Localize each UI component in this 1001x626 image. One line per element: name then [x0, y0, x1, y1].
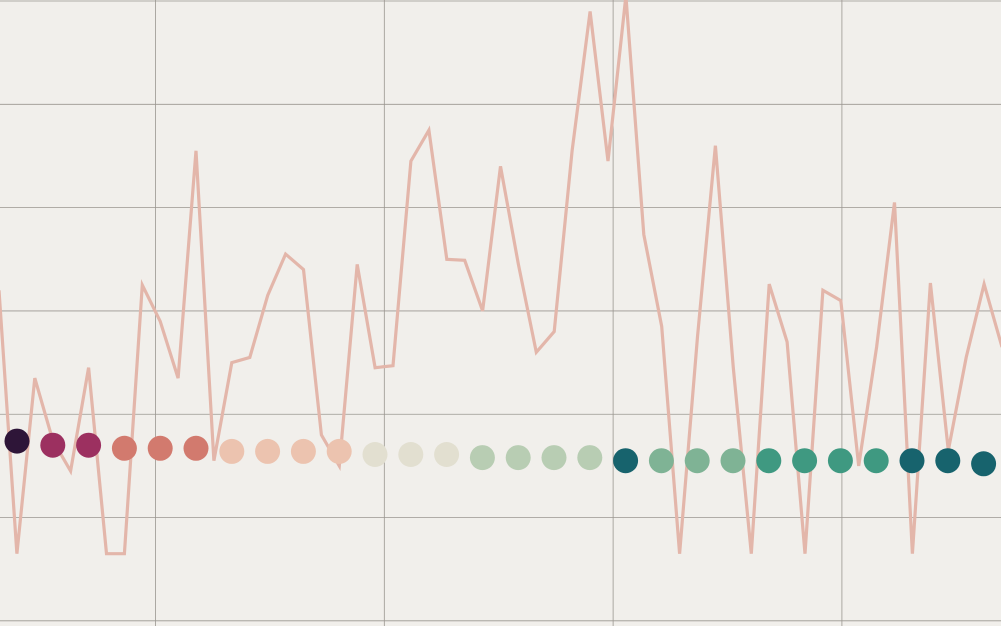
scatter-point: [76, 432, 102, 458]
scatter-point: [971, 451, 997, 477]
scatter-point: [147, 435, 173, 461]
scatter-series: [4, 428, 997, 477]
scatter-point: [899, 448, 925, 474]
scatter-point: [613, 448, 639, 474]
scatter-point: [792, 448, 818, 474]
scatter-point: [4, 428, 30, 454]
scatter-point: [219, 438, 245, 464]
scatter-point: [863, 448, 889, 474]
scatter-point: [648, 448, 674, 474]
scatter-point: [362, 442, 388, 467]
scatter-point: [290, 438, 316, 464]
scatter-point: [434, 442, 460, 467]
line-series: [0, 0, 1001, 556]
scatter-point: [684, 448, 710, 474]
scatter-point: [541, 445, 567, 471]
scatter-point: [505, 445, 531, 471]
line-series-path: [0, 0, 1001, 556]
scatter-point: [183, 435, 209, 461]
scatter-point: [469, 445, 495, 471]
scatter-point: [935, 448, 961, 474]
scatter-point: [756, 448, 782, 474]
scatter-point: [577, 445, 603, 471]
scatter-point: [720, 448, 746, 474]
scatter-point: [255, 438, 281, 464]
scatter-point: [398, 442, 424, 467]
scatter-point: [40, 432, 66, 458]
scatter-point: [326, 438, 352, 464]
scatter-point: [827, 448, 853, 474]
scatter-point: [111, 435, 137, 461]
